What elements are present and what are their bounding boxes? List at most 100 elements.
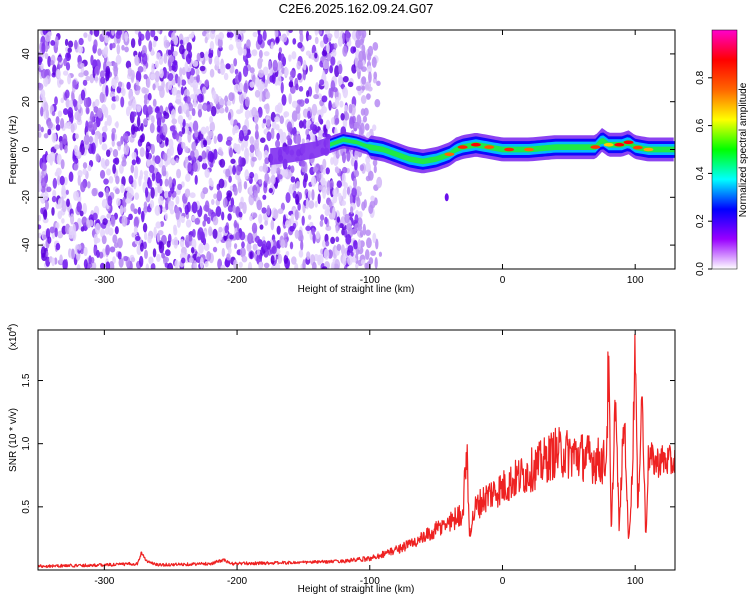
spectrogram-noise-cell	[374, 257, 378, 269]
spectrogram-noise-cell	[218, 32, 225, 40]
spectrogram-noise-cell	[83, 134, 90, 145]
spectrogram-noise-cell	[266, 240, 272, 250]
spectrogram-noise-cell	[360, 259, 366, 265]
snr-xtick-label: 100	[627, 576, 644, 587]
spectrogram-noise-cell	[98, 133, 103, 145]
spectrogram-noise-cell	[357, 59, 363, 70]
spectrogram-noise-cell	[152, 40, 157, 48]
spectrogram-noise-cell	[142, 118, 148, 126]
spectrogram-noise-cell	[201, 162, 208, 170]
spectrogram-noise-cell	[258, 49, 263, 59]
spectrogram-noise-cell	[249, 67, 255, 74]
spectrogram-noise-cell	[104, 159, 110, 167]
spectrogram-noise-cell	[322, 203, 327, 210]
spectrogram-noise-cell	[258, 178, 263, 185]
spectrogram-noise-cell	[343, 182, 348, 189]
spectrogram-noise-cell	[87, 33, 92, 42]
spectrogram-noise-cell	[285, 251, 290, 257]
spectrogram-noise-cell	[254, 89, 261, 98]
spectrogram-noise-cell	[130, 256, 136, 263]
spectrogram-noise-cell	[108, 175, 114, 184]
spectrogram-noise-cell	[87, 181, 91, 189]
spectrogram-noise-cell	[120, 96, 125, 108]
spectrogram-noise-cell	[153, 226, 157, 239]
spectrogram-noise-cell	[328, 201, 333, 208]
spectrogram-noise-cell	[279, 132, 284, 144]
spectrogram-noise-cell	[306, 90, 310, 98]
spectrogram-noise-cell	[361, 76, 367, 85]
spectrogram-noise-cell	[270, 255, 275, 265]
snr-xtick-label: -200	[227, 576, 247, 587]
spectrogram-noise-cell	[247, 232, 254, 245]
spectrogram-noise-cell	[156, 184, 161, 193]
spectrogram-noise-cell	[194, 130, 199, 138]
spectrogram-noise-cell	[171, 158, 175, 165]
spectrogram-noise-cell	[124, 31, 129, 42]
spectrogram-noise-cell	[199, 257, 204, 269]
spectrogram-noise-cell	[225, 139, 232, 146]
spectrogram-noise-cell	[367, 45, 374, 57]
spectrogram-noise-cell	[143, 73, 148, 80]
spectrogram-noise-cell	[106, 168, 111, 176]
spectrogram-noise-cell	[199, 51, 205, 59]
spectrogram-noise-cell	[196, 52, 201, 62]
spectrogram-noise-cell	[323, 248, 330, 260]
spectrogram-noise-cell	[169, 208, 175, 215]
spectrogram-peak	[484, 145, 495, 149]
spectrogram-noise-cell	[275, 36, 280, 44]
spectrogram-noise-cell	[233, 259, 238, 269]
spectrogram-noise-cell	[332, 193, 338, 204]
spectrogram-noise-cell	[167, 200, 174, 212]
spectrogram-noise-cell	[93, 30, 100, 37]
spectrogram-noise-cell	[219, 158, 226, 168]
spectrogram-noise-cell	[51, 257, 56, 267]
spectrogram-noise-cell	[297, 42, 303, 49]
spectrogram-noise-cell	[133, 208, 138, 215]
spectrogram-noise-cell	[320, 108, 324, 118]
spectrogram-noise-cell	[59, 175, 65, 186]
spectrogram-noise-cell	[46, 186, 52, 193]
spectrogram-noise-cell	[122, 196, 127, 209]
spectrogram-noise-cell	[69, 213, 75, 225]
spectrogram-noise-cell	[169, 55, 175, 63]
spectrogram-noise-cell	[128, 89, 134, 101]
spectrogram-noise-cell	[270, 41, 274, 50]
spectrogram-noise-cell	[130, 203, 135, 212]
spectrogram-noise-cell	[298, 120, 304, 129]
spectrogram-noise-cell	[233, 57, 238, 67]
spectrogram-noise-cell	[64, 38, 69, 47]
spectrogram-noise-cell	[42, 234, 47, 240]
colorbar-tick-label: 0.6	[695, 118, 706, 132]
spectrogram-noise-cell	[283, 168, 288, 178]
spectrogram-noise-cell	[270, 265, 276, 269]
spectrogram-noise-cell	[94, 134, 99, 144]
spectrogram-noise-cell	[196, 73, 200, 83]
spectrogram-noise-cell	[59, 254, 63, 265]
spectrogram-noise-cell	[269, 68, 273, 76]
spectrogram-noise-cell	[82, 202, 87, 215]
spectrogram-noise-cell	[200, 126, 207, 135]
spectrogram-noise-cell	[68, 225, 74, 236]
spectrogram-noise-cell	[263, 149, 269, 160]
spectrogram-noise-cell	[358, 50, 364, 63]
spectrogram-noise-cell	[60, 97, 65, 104]
spectrogram-noise-cell	[325, 119, 331, 130]
spectrogram-noise-cell	[308, 200, 315, 209]
spectrogram-noise-cell	[272, 59, 278, 72]
spectrogram-noise-cell	[122, 132, 129, 142]
spectrogram-noise-cell	[334, 30, 340, 39]
spectrogram-noise-cell	[314, 30, 319, 36]
spectrogram-noise-cell	[109, 91, 116, 98]
spectrogram-noise-cell	[50, 40, 56, 46]
spectrogram-noise-cell	[98, 251, 104, 259]
spectrogram-noise-cell	[72, 79, 77, 89]
spectrogram-noise-cell	[252, 212, 258, 219]
spectrogram-noise-cell	[103, 178, 109, 185]
spectrogram-noise-cell	[198, 243, 204, 254]
spectrogram-noise-cell	[361, 201, 366, 211]
spectrogram-noise-cell	[63, 58, 68, 67]
spectrogram-noise-cell	[177, 76, 181, 87]
spectrogram-noise-cell	[323, 34, 329, 45]
spectrogram-noise-cell	[203, 213, 208, 222]
spectrogram-noise-cell	[150, 263, 156, 269]
